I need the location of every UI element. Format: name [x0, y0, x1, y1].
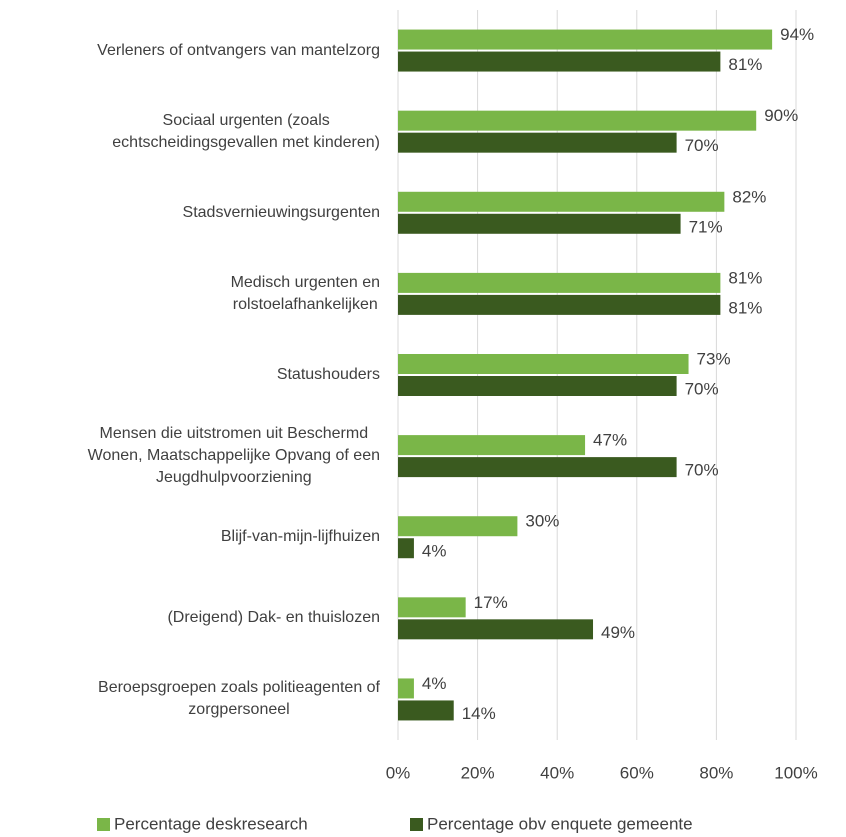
value-label: 81%	[728, 55, 762, 74]
value-label: 71%	[689, 217, 723, 236]
bar	[398, 597, 466, 618]
value-label: 30%	[525, 512, 559, 531]
bar	[398, 700, 454, 721]
bar	[398, 457, 677, 478]
value-label: 90%	[764, 106, 798, 125]
bar	[398, 110, 757, 131]
bar	[398, 132, 677, 153]
bar	[398, 619, 594, 640]
x-tick-label: 40%	[540, 763, 574, 782]
value-label: 94%	[780, 25, 814, 44]
legend-swatch	[410, 818, 423, 831]
category-label: Statushouders	[276, 366, 380, 383]
category-label: (Dreigend) Dak- en thuislozen	[167, 609, 380, 627]
value-label: 82%	[732, 187, 766, 206]
bar	[398, 538, 414, 559]
value-label: 14%	[462, 704, 496, 723]
legend-swatch	[97, 818, 110, 831]
bar	[398, 516, 518, 537]
bar	[398, 213, 681, 234]
bar	[398, 376, 677, 396]
category-label: Blijf-van-mijn-lijfhuizen	[220, 528, 380, 546]
category-label: Sociaal urgenten (zoals echtscheidingsge…	[112, 111, 380, 151]
x-tick-label: 60%	[620, 763, 654, 782]
legend-label: Percentage obv enquete gemeente	[427, 814, 693, 833]
value-label: 70%	[685, 379, 719, 398]
value-label: 73%	[697, 349, 731, 368]
bar	[398, 678, 414, 699]
category-label: Mensen die uitstromen uit Beschermd Wone…	[87, 425, 380, 487]
category-label: Verleners of ontvangers van mantelzorg	[97, 41, 380, 59]
value-label: 47%	[593, 431, 627, 450]
value-label: 49%	[601, 623, 635, 642]
legend-label: Percentage deskresearch	[114, 814, 308, 833]
bar	[398, 51, 721, 72]
value-label: 4%	[422, 542, 447, 561]
x-tick-label: 0%	[386, 763, 411, 782]
x-tick-label: 80%	[699, 763, 733, 782]
bar	[398, 294, 721, 315]
category-label: Stadsvernieuwingsurgenten	[182, 203, 380, 221]
value-label: 70%	[685, 136, 719, 155]
bar	[398, 191, 725, 212]
value-label: 70%	[685, 461, 719, 480]
x-tick-label: 20%	[461, 763, 495, 782]
x-tick-label: 100%	[774, 763, 817, 782]
value-label: 81%	[728, 298, 762, 317]
bar	[398, 354, 689, 374]
bar	[398, 272, 721, 293]
value-label: 17%	[474, 593, 508, 612]
category-label: Medisch urgenten en rolstoelafhankelijke…	[230, 273, 380, 313]
value-label: 4%	[422, 674, 447, 693]
bar	[398, 435, 586, 456]
bar	[398, 29, 773, 50]
value-label: 81%	[728, 268, 762, 287]
category-label: Beroepsgroepen zoals politieagenten of z…	[98, 679, 380, 719]
